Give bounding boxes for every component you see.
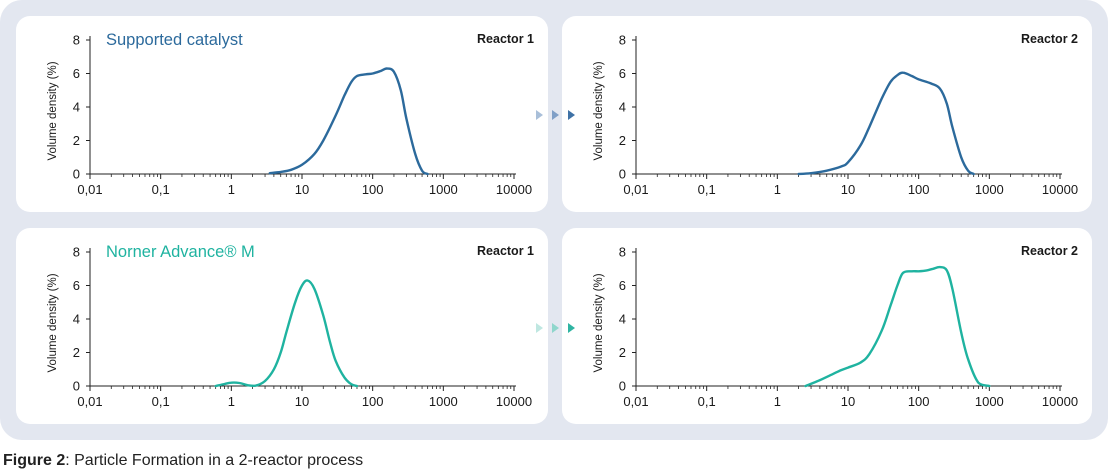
x-tick-label: 10 xyxy=(295,394,309,409)
x-tick-label: 100 xyxy=(362,394,384,409)
chart-panel-norner-reactor-1: 0 2 4 6 8 0,01 0,1 1 10 100 1000 10000 Volume densit… xyxy=(16,228,548,424)
x-tick-label: 10000 xyxy=(496,182,532,197)
reactor-label: Reactor 1 xyxy=(477,244,534,258)
x-tick-label: 10000 xyxy=(1042,394,1078,409)
chart-svg: 0 2 4 6 8 0,01 0,1 1 10 100 1000 10000 Volume densit… xyxy=(593,32,1078,197)
chart-title: Norner Advance® M xyxy=(106,243,255,261)
y-tick-label: 4 xyxy=(73,312,80,327)
x-tick-label: 0,1 xyxy=(152,182,170,197)
y-tick-label: 0 xyxy=(619,379,626,394)
y-tick-label: 4 xyxy=(73,100,80,115)
x-tick-label: 1 xyxy=(774,394,781,409)
x-tick-label: 10 xyxy=(841,394,855,409)
x-tick-label: 1000 xyxy=(429,394,458,409)
chart-svg: 0 2 4 6 8 0,01 0,1 1 10 100 1000 10000 Volume densit… xyxy=(47,31,534,197)
x-tick-label: 1 xyxy=(774,182,781,197)
series-line xyxy=(804,265,991,388)
caption-label: Figure 2 xyxy=(3,452,66,469)
x-tick-label: 1 xyxy=(228,394,235,409)
x-tick-label: 0,01 xyxy=(623,394,648,409)
chart-panel-supported-reactor-2: 0 2 4 6 8 0,01 0,1 1 10 100 1000 10000 Volume densit… xyxy=(562,16,1092,212)
x-tick-label: 0,1 xyxy=(698,182,716,197)
y-axis-label: Volume density (%) xyxy=(593,61,605,160)
y-axis-label: Volume density (%) xyxy=(593,273,605,372)
y-tick-label: 0 xyxy=(73,379,80,394)
y-tick-label: 2 xyxy=(73,345,80,360)
y-tick-label: 4 xyxy=(619,312,626,327)
y-tick-label: 2 xyxy=(619,345,626,360)
reactor-label: Reactor 2 xyxy=(1021,32,1078,46)
x-tick-label: 1000 xyxy=(429,182,458,197)
process-arrows-bottom xyxy=(536,321,578,335)
chart-svg: 0 2 4 6 8 0,01 0,1 1 10 100 1000 10000 Volume densit… xyxy=(47,243,534,409)
x-tick-label: 1000 xyxy=(975,394,1004,409)
y-tick-label: 2 xyxy=(619,133,626,148)
caption-text: : Particle Formation in a 2-reactor proc… xyxy=(65,452,364,469)
arrow-icon xyxy=(536,323,543,333)
y-tick-label: 6 xyxy=(73,66,80,81)
y-tick-label: 8 xyxy=(619,245,626,260)
x-tick-label: 0,01 xyxy=(77,394,102,409)
arrow-icon xyxy=(536,110,543,120)
y-tick-label: 6 xyxy=(73,278,80,293)
arrow-icon xyxy=(568,110,575,120)
y-axis-label: Volume density (%) xyxy=(47,273,59,372)
x-tick-label: 0,01 xyxy=(77,182,102,197)
x-tick-label: 10000 xyxy=(1042,182,1078,197)
chart-svg: 0 2 4 6 8 0,01 0,1 1 10 100 1000 10000 Volume densit… xyxy=(593,244,1078,409)
x-tick-label: 10 xyxy=(295,182,309,197)
x-tick-label: 100 xyxy=(362,182,384,197)
arrow-icon xyxy=(568,323,575,333)
chart-panel-norner-reactor-2: 0 2 4 6 8 0,01 0,1 1 10 100 1000 10000 Volume densit… xyxy=(562,228,1092,424)
y-tick-label: 6 xyxy=(619,66,626,81)
x-tick-label: 1000 xyxy=(975,182,1004,197)
y-axis-label: Volume density (%) xyxy=(47,61,59,160)
x-tick-label: 100 xyxy=(908,394,930,409)
chart-panel-supported-reactor-1: 0 2 4 6 8 0,01 0,1 1 10 100 1000 10000 Volume densit… xyxy=(16,16,548,212)
x-tick-label: 0,1 xyxy=(698,394,716,409)
figure-caption: Figure 2: Particle Formation in a 2-reac… xyxy=(3,452,363,470)
series-line xyxy=(797,71,975,176)
reactor-label: Reactor 2 xyxy=(1021,244,1078,258)
series-line xyxy=(214,279,359,388)
x-tick-label: 0,1 xyxy=(152,394,170,409)
y-tick-label: 0 xyxy=(73,167,80,182)
arrow-icon xyxy=(552,110,559,120)
reactor-label: Reactor 1 xyxy=(477,32,534,46)
series-line xyxy=(268,67,429,176)
x-tick-label: 10 xyxy=(841,182,855,197)
y-tick-label: 0 xyxy=(619,167,626,182)
x-tick-label: 1 xyxy=(228,182,235,197)
y-tick-label: 8 xyxy=(73,33,80,48)
x-tick-label: 10000 xyxy=(496,394,532,409)
x-tick-label: 100 xyxy=(908,182,930,197)
y-tick-label: 4 xyxy=(619,100,626,115)
y-tick-label: 8 xyxy=(619,33,626,48)
arrow-icon xyxy=(552,323,559,333)
chart-title: Supported catalyst xyxy=(106,31,243,49)
y-tick-label: 6 xyxy=(619,278,626,293)
y-tick-label: 2 xyxy=(73,133,80,148)
process-arrows-top xyxy=(536,108,578,122)
y-tick-label: 8 xyxy=(73,245,80,260)
x-tick-label: 0,01 xyxy=(623,182,648,197)
